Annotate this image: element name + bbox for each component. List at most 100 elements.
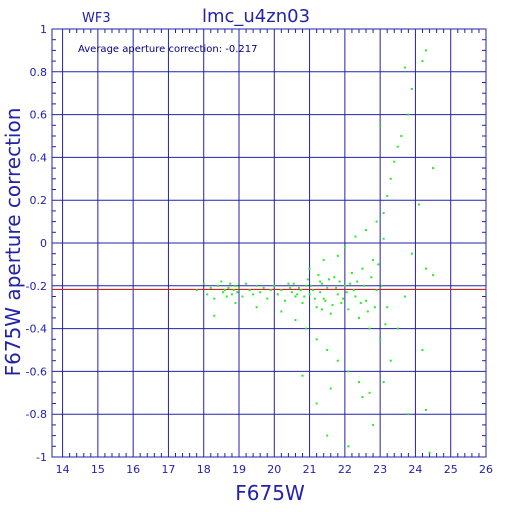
data-point (329, 312, 332, 315)
data-point (421, 349, 424, 351)
data-point (305, 327, 308, 330)
data-point (407, 413, 410, 416)
data-point (310, 284, 313, 287)
data-point (352, 289, 355, 292)
data-point (403, 66, 406, 69)
data-point (372, 259, 375, 262)
data-point (380, 284, 383, 287)
data-point (319, 291, 322, 294)
data-point (213, 314, 216, 317)
data-point (425, 267, 428, 270)
y-tick-label: -0.6 (26, 365, 47, 378)
data-point (241, 295, 244, 298)
data-point (324, 299, 327, 302)
data-point (213, 297, 216, 300)
data-point (289, 286, 292, 289)
data-point (327, 278, 330, 281)
data-point (317, 274, 320, 277)
data-point (356, 280, 359, 283)
data-point (432, 274, 435, 277)
data-point (379, 124, 382, 127)
x-tick-labels: 14 15 16 17 18 19 20 21 22 23 24 25 26 (56, 463, 493, 476)
data-point (223, 289, 226, 292)
data-point (347, 370, 350, 373)
data-point (255, 284, 258, 287)
data-point (276, 293, 279, 296)
data-point (410, 87, 413, 90)
data-point (382, 381, 385, 384)
data-point (389, 359, 392, 362)
data-point (266, 297, 269, 300)
data-point (308, 293, 311, 296)
data-point (319, 280, 322, 283)
data-point (255, 306, 258, 309)
data-point (222, 291, 225, 294)
data-point (230, 293, 233, 296)
data-point (294, 295, 297, 298)
y-tick-label: -0.2 (26, 280, 47, 293)
data-point (315, 338, 318, 341)
data-point (342, 297, 345, 300)
data-point (382, 212, 385, 215)
data-point (245, 282, 248, 285)
data-point (368, 327, 371, 330)
data-point (313, 297, 316, 300)
data-point (386, 194, 389, 197)
data-point (232, 289, 235, 292)
data-point (386, 306, 389, 309)
data-point (326, 434, 329, 437)
y-tick-label: 0.6 (30, 109, 48, 122)
data-point (333, 276, 336, 279)
data-point (336, 359, 339, 362)
data-point (326, 286, 329, 289)
data-point (336, 293, 339, 296)
data-point (366, 310, 369, 313)
data-point (343, 246, 346, 249)
data-point (361, 396, 364, 399)
data-point (335, 286, 338, 289)
y-tick-label: 0 (40, 237, 47, 250)
x-tick-label: 25 (444, 463, 458, 476)
data-point (236, 291, 239, 294)
data-point (322, 259, 325, 262)
data-point (357, 381, 360, 384)
x-tick-label: 21 (303, 463, 317, 476)
data-point (238, 286, 241, 289)
data-point (312, 289, 315, 292)
x-tick-label: 16 (126, 463, 140, 476)
data-point (248, 289, 251, 292)
y-tick-label: 1 (40, 23, 47, 36)
data-point (393, 160, 396, 163)
data-point (283, 299, 286, 302)
y-tick-label: -0.8 (26, 408, 47, 421)
data-point (428, 451, 431, 454)
x-tick-label: 20 (267, 463, 281, 476)
data-point (338, 280, 341, 283)
data-point (294, 319, 297, 322)
data-point (377, 263, 380, 266)
data-point (216, 284, 219, 287)
data-point (269, 289, 272, 292)
data-point (202, 282, 205, 285)
data-point (306, 278, 309, 281)
y-tick-label: -0.4 (26, 323, 47, 336)
data-point (375, 289, 378, 292)
data-point (206, 293, 209, 296)
data-point (305, 284, 308, 287)
data-point (252, 293, 255, 296)
data-point (363, 284, 366, 287)
data-point (320, 282, 323, 285)
data-point (301, 374, 304, 377)
data-point (234, 284, 237, 287)
y-tick-label: 0.2 (30, 194, 48, 207)
data-point (220, 280, 223, 283)
data-point (329, 387, 332, 390)
y-tick-label: 0.8 (30, 66, 48, 79)
data-point (403, 295, 406, 298)
data-point (354, 295, 357, 298)
panel-label: WF3 (82, 11, 111, 26)
data-point (331, 304, 334, 307)
x-tick-label: 15 (91, 463, 105, 476)
data-point (379, 338, 382, 341)
data-points (195, 49, 435, 454)
